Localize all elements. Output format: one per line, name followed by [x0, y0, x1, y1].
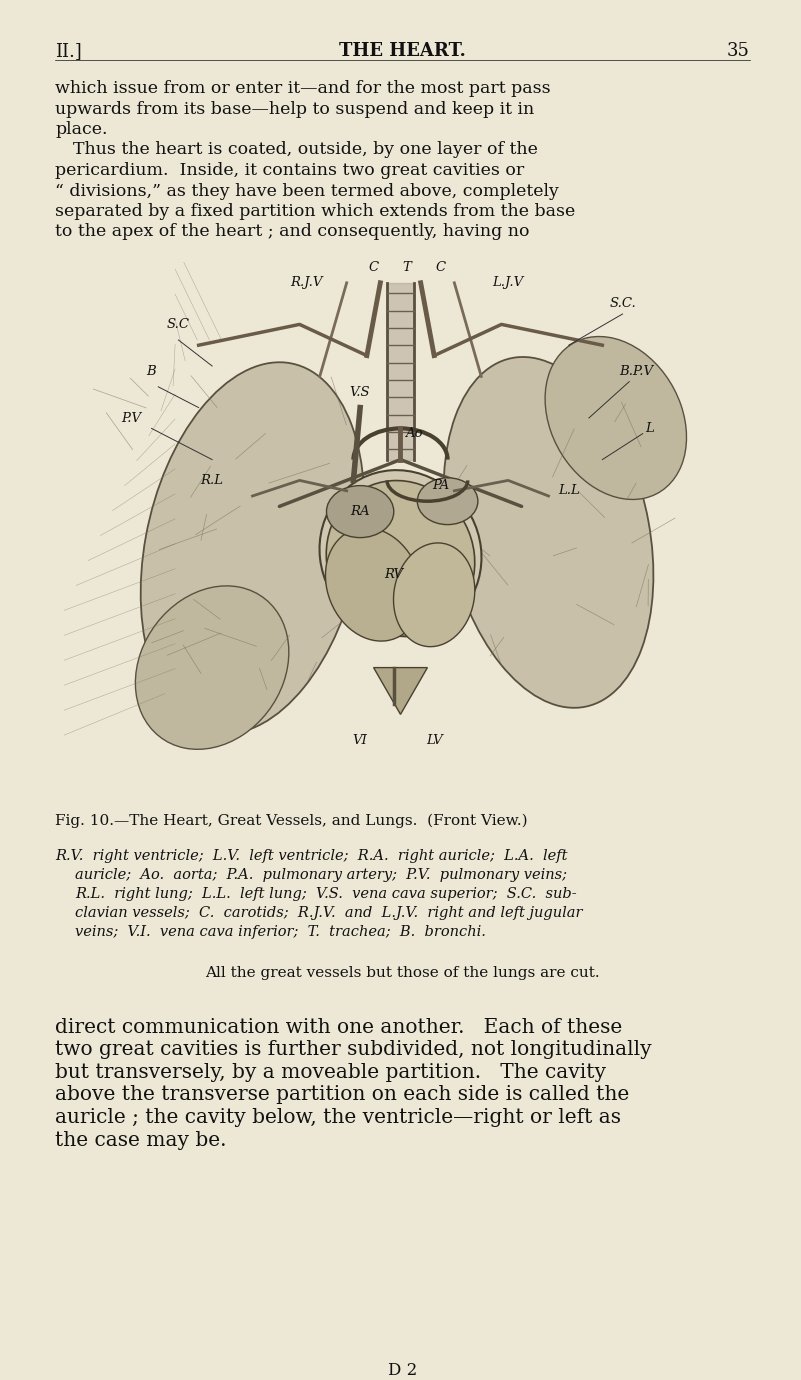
Text: but transversely, by a moveable partition.   The cavity: but transversely, by a moveable partitio… [55, 1063, 606, 1082]
Text: C: C [368, 261, 379, 273]
Ellipse shape [545, 337, 686, 500]
Text: R.L.  right lung;  L.L.  left lung;  V.S.  vena cava superior;  S.C.  sub-: R.L. right lung; L.L. left lung; V.S. ve… [75, 887, 577, 901]
Text: L: L [645, 422, 654, 435]
Text: veins;  V.I.  vena cava inferior;  T.  trachea;  B.  bronchi.: veins; V.I. vena cava inferior; T. trach… [75, 925, 486, 938]
Text: S.C: S.C [167, 317, 190, 331]
Text: R.J.V: R.J.V [290, 276, 323, 290]
Ellipse shape [326, 480, 475, 636]
Text: RA: RA [350, 505, 370, 518]
Text: pericardium.  Inside, it contains two great cavities or: pericardium. Inside, it contains two gre… [55, 161, 524, 179]
Text: auricle ; the cavity below, the ventricle—right or left as: auricle ; the cavity below, the ventricl… [55, 1108, 621, 1127]
Text: Ao: Ao [405, 426, 423, 440]
Text: PA: PA [433, 479, 449, 493]
Ellipse shape [444, 357, 654, 708]
Text: two great cavities is further subdivided, not longitudinally: two great cavities is further subdivided… [55, 1041, 652, 1060]
Text: VI: VI [352, 734, 368, 747]
Ellipse shape [393, 542, 475, 647]
Text: upwards from its base—help to suspend and keep it in: upwards from its base—help to suspend an… [55, 101, 534, 117]
Text: L.J.V: L.J.V [493, 276, 524, 290]
Text: THE HEART.: THE HEART. [339, 41, 466, 59]
Text: separated by a fixed partition which extends from the base: separated by a fixed partition which ext… [55, 203, 575, 219]
Ellipse shape [320, 471, 481, 636]
Text: 35: 35 [727, 41, 750, 59]
Ellipse shape [327, 486, 394, 538]
Text: the case may be.: the case may be. [55, 1130, 227, 1150]
Ellipse shape [141, 363, 364, 734]
Text: V.S: V.S [350, 385, 370, 399]
Text: to the apex of the heart ; and consequently, having no: to the apex of the heart ; and consequen… [55, 224, 529, 240]
Text: B: B [147, 364, 156, 378]
Text: clavian vessels;  C.  carotids;  R.J.V.  and  L.J.V.  right and left jugular: clavian vessels; C. carotids; R.J.V. and… [75, 907, 582, 920]
Text: II.]: II.] [55, 41, 82, 59]
Text: RV: RV [384, 567, 404, 581]
Polygon shape [373, 668, 428, 715]
Text: P.V: P.V [121, 411, 142, 425]
Text: R.V.  right ventricle;  L.V.  left ventricle;  R.A.  right auricle;  L.A.  left: R.V. right ventricle; L.V. left ventricl… [55, 849, 567, 862]
Text: B.P.V: B.P.V [619, 364, 653, 378]
Text: C: C [436, 261, 446, 273]
Text: R.L: R.L [200, 473, 223, 487]
Text: Fig. 10.—The Heart, Great Vessels, and Lungs.  (Front View.): Fig. 10.—The Heart, Great Vessels, and L… [55, 814, 528, 828]
Text: auricle;  Ao.  aorta;  P.A.  pulmonary artery;  P.V.  pulmonary veins;: auricle; Ao. aorta; P.A. pulmonary arter… [75, 868, 567, 882]
Ellipse shape [417, 477, 478, 524]
Text: L.L: L.L [557, 484, 580, 497]
Ellipse shape [135, 586, 289, 749]
Text: place.: place. [55, 121, 107, 138]
Ellipse shape [325, 527, 421, 642]
Text: “ divisions,” as they have been termed above, completely: “ divisions,” as they have been termed a… [55, 182, 559, 200]
Text: LV: LV [426, 734, 442, 747]
Text: T: T [403, 261, 412, 273]
Text: S.C.: S.C. [610, 297, 636, 310]
Text: All the great vessels but those of the lungs are cut.: All the great vessels but those of the l… [205, 966, 600, 980]
Text: which issue from or enter it—and for the most part pass: which issue from or enter it—and for the… [55, 80, 550, 97]
Text: above the transverse partition on each side is called the: above the transverse partition on each s… [55, 1086, 630, 1104]
Text: Thus the heart is coated, outside, by one layer of the: Thus the heart is coated, outside, by on… [73, 142, 537, 159]
Text: D 2: D 2 [388, 1362, 417, 1379]
Text: direct communication with one another.   Each of these: direct communication with one another. E… [55, 1018, 622, 1036]
